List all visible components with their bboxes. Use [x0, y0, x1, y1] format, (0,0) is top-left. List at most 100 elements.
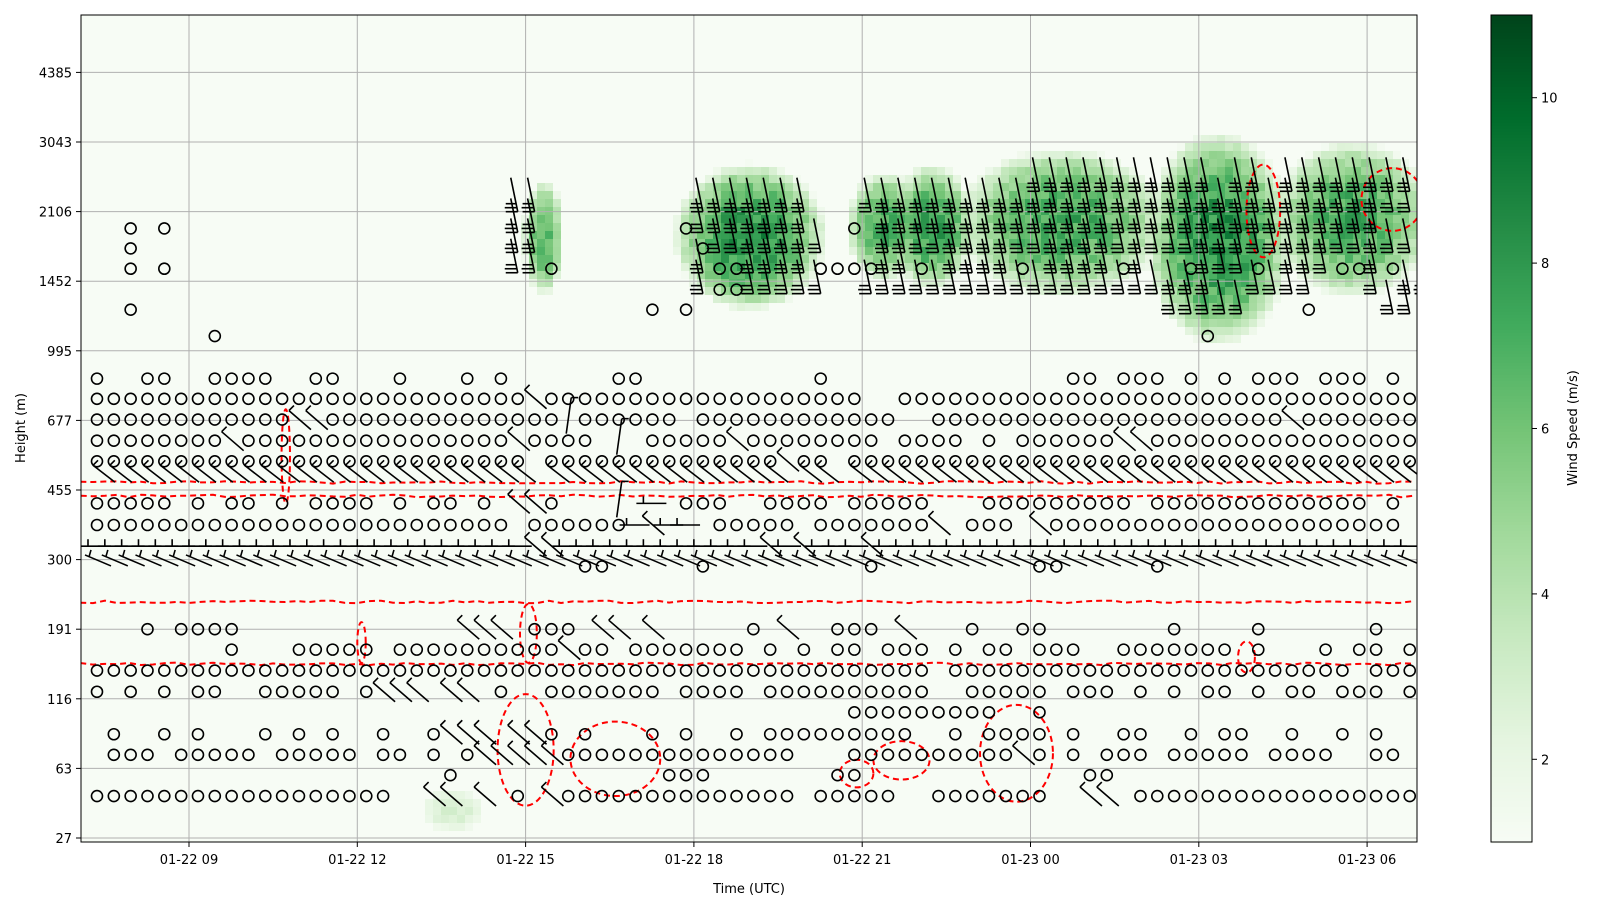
heatmap-cell — [769, 215, 777, 223]
heatmap-cell — [1297, 255, 1305, 263]
calm-marker — [1268, 748, 1282, 762]
calm-marker — [141, 372, 154, 385]
calm-circle — [174, 455, 188, 468]
calm-marker — [545, 392, 558, 406]
calm-circle — [1369, 434, 1383, 447]
calm-circle — [1403, 455, 1417, 468]
barb-line — [1368, 198, 1377, 233]
calm-marker — [1083, 392, 1097, 406]
calm-marker — [1184, 748, 1198, 762]
calm-marker — [191, 622, 205, 636]
calm-marker — [1336, 664, 1349, 677]
wind-barb — [1009, 198, 1024, 234]
calm-circle — [848, 706, 861, 719]
barb-line — [1099, 259, 1108, 294]
calm-circle — [999, 643, 1013, 656]
calm-marker — [747, 664, 760, 677]
heatmap-cell — [1249, 231, 1257, 239]
barb-line — [947, 259, 957, 294]
wind-barb — [636, 496, 667, 505]
calm-circle — [494, 685, 508, 699]
wind-barb — [524, 719, 548, 745]
calm-circle — [1235, 727, 1248, 741]
calm-circle — [1319, 413, 1332, 426]
calm-circle — [1319, 643, 1332, 656]
heatmap-cell — [985, 191, 993, 199]
barb-line — [290, 549, 294, 558]
heatmap-cell — [1329, 175, 1337, 183]
heatmap-cell — [1257, 175, 1265, 183]
heatmap-cell — [993, 271, 1001, 279]
barb-line — [778, 549, 782, 558]
calm-marker — [629, 685, 642, 699]
calm-marker — [124, 434, 137, 447]
heatmap-cell — [1257, 319, 1265, 327]
heatmap-cell — [945, 183, 953, 191]
calm-circle — [477, 413, 491, 426]
heatmap-cell — [1241, 167, 1249, 175]
heatmap-cell — [1017, 263, 1025, 271]
calm-marker — [881, 706, 895, 719]
barb-line — [1081, 549, 1085, 558]
barb-line — [1401, 157, 1411, 192]
wind-barb — [1369, 455, 1395, 483]
wind-barb — [524, 488, 548, 514]
calm-circle — [444, 497, 457, 510]
wind-barb — [1278, 177, 1293, 213]
heatmap-cell — [1145, 191, 1153, 199]
calm-circle — [646, 413, 659, 426]
calm-marker — [713, 283, 727, 296]
heatmap-cell — [993, 231, 1001, 239]
calm-marker — [713, 497, 727, 510]
barb-line — [1099, 218, 1108, 253]
heatmap-cell — [1305, 215, 1313, 223]
heatmap-cell — [745, 239, 753, 247]
wind-barb — [942, 259, 957, 295]
calm-circle — [1050, 518, 1063, 532]
heatmap-cell — [537, 239, 545, 247]
heatmap-cell — [809, 223, 817, 231]
heatmap-cell — [689, 255, 697, 263]
heatmap-cell — [1057, 255, 1065, 263]
calm-circle — [949, 434, 962, 447]
heatmap-cell — [1225, 231, 1233, 239]
heatmap-cell — [937, 207, 945, 215]
calm-marker — [848, 434, 861, 447]
wind-barb — [191, 455, 217, 483]
heatmap-cell — [1169, 231, 1177, 239]
calm-circle — [343, 455, 356, 468]
heatmap-cell — [1033, 255, 1041, 263]
calm-circle — [275, 434, 289, 447]
heatmap-cell — [1185, 143, 1193, 151]
heatmap-cell — [1385, 255, 1393, 263]
heatmap-cell — [953, 199, 961, 207]
calm-marker — [831, 413, 844, 426]
barb-line — [526, 218, 536, 253]
wind-barb — [943, 549, 970, 567]
calm-marker — [881, 413, 895, 426]
barb-line — [1300, 218, 1310, 253]
wind-barb — [875, 259, 889, 295]
barb-line — [913, 259, 923, 294]
heatmap-cell — [457, 823, 465, 831]
calm-circle — [141, 455, 154, 468]
wind-barb — [894, 614, 918, 640]
barb-line — [1371, 459, 1378, 466]
calm-marker — [225, 622, 238, 636]
calm-marker — [1403, 434, 1417, 447]
calm-circle — [1184, 455, 1198, 468]
calm-marker — [578, 434, 592, 447]
barb-line — [221, 431, 245, 452]
barb-line — [1012, 740, 1019, 747]
calm-marker — [814, 434, 827, 447]
heatmap-cell — [921, 279, 929, 287]
wind-barb — [372, 677, 396, 703]
calm-marker — [410, 518, 424, 532]
heatmap-cell — [1273, 271, 1281, 279]
barb-line — [439, 682, 463, 703]
calm-marker — [124, 664, 137, 677]
heatmap-cell — [913, 167, 921, 175]
calm-marker — [797, 497, 811, 510]
calm-marker — [208, 392, 222, 406]
barb-line — [1215, 549, 1220, 558]
